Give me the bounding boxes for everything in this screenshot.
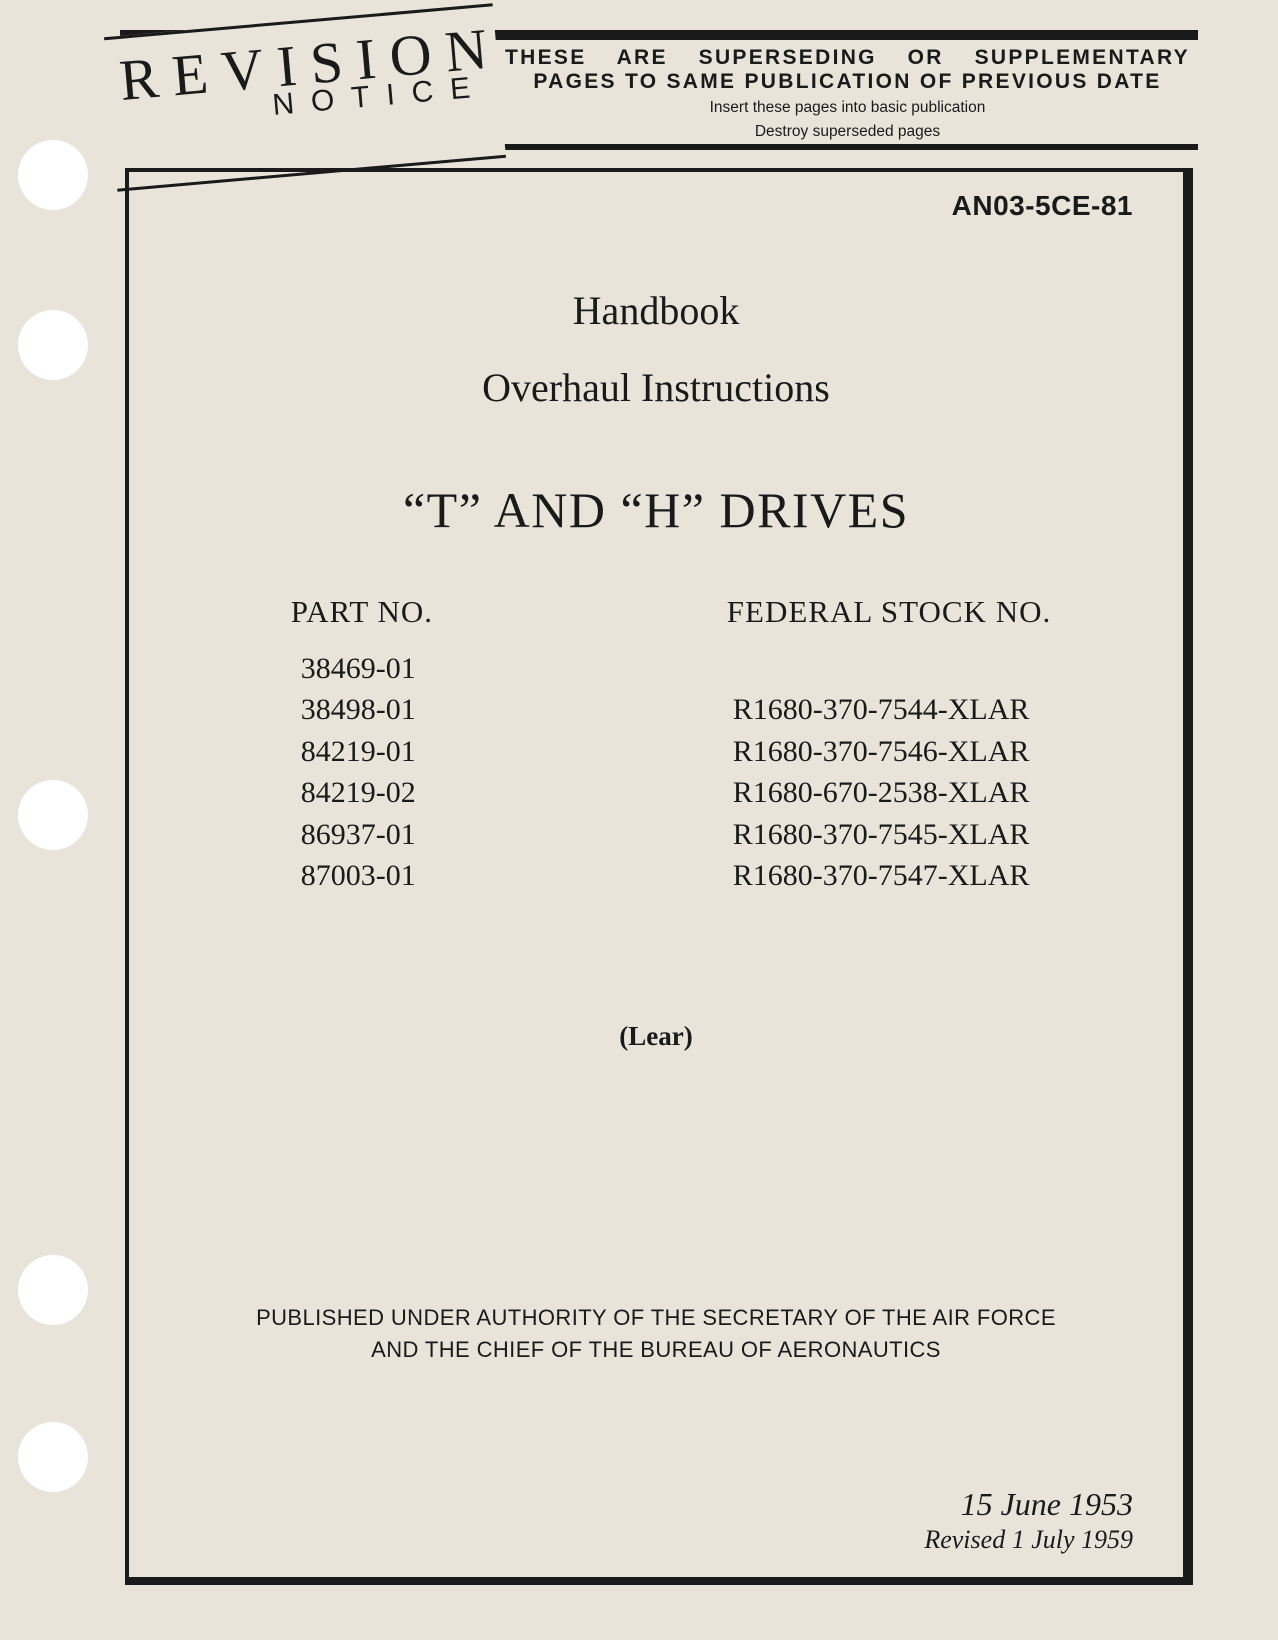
title-overhaul: Overhaul Instructions xyxy=(174,364,1138,411)
document-code: AN03-5CE-81 xyxy=(952,190,1133,222)
punch-hole xyxy=(18,780,88,850)
punch-hole xyxy=(18,310,88,380)
federal-stock-no: R1680-670-2538-XLAR xyxy=(733,772,1051,813)
part-no: 38469-01 xyxy=(301,648,433,689)
parts-table: PART NO. 38469-01 38498-01 84219-01 8421… xyxy=(261,594,1051,896)
punch-hole xyxy=(18,1255,88,1325)
part-no-list: 38469-01 38498-01 84219-01 84219-02 8693… xyxy=(301,648,433,896)
part-no: 87003-01 xyxy=(301,855,433,896)
revised-date: Revised 1 July 1959 xyxy=(924,1525,1133,1555)
authority-line-1: PUBLISHED UNDER AUTHORITY OF THE SECRETA… xyxy=(174,1302,1138,1334)
title-handbook: Handbook xyxy=(174,287,1138,334)
federal-stock-header: FEDERAL STOCK NO. xyxy=(727,594,1051,630)
federal-stock-list: R1680-370-7544-XLAR R1680-370-7546-XLAR … xyxy=(733,648,1051,896)
part-no: 84219-01 xyxy=(301,731,433,772)
title-block: Handbook Overhaul Instructions “T” AND “… xyxy=(174,287,1138,539)
punch-hole xyxy=(18,1422,88,1492)
punch-hole xyxy=(18,140,88,210)
banner-sub-text-1: Insert these pages into basic publicatio… xyxy=(505,98,1190,117)
revision-notice-banner: THESE ARE SUPERSEDING OR SUPPLEMENTARY P… xyxy=(120,30,1198,150)
banner-sub-text-2: Destroy superseded pages xyxy=(505,122,1190,141)
authority-line-2: AND THE CHIEF OF THE BUREAU OF AERONAUTI… xyxy=(174,1334,1138,1366)
federal-stock-no: R1680-370-7544-XLAR xyxy=(733,689,1051,730)
federal-stock-no xyxy=(733,648,1051,689)
federal-stock-no: R1680-370-7547-XLAR xyxy=(733,855,1051,896)
main-content-frame: AN03-5CE-81 Handbook Overhaul Instructio… xyxy=(125,168,1193,1585)
part-no: 38498-01 xyxy=(301,689,433,730)
part-no: 86937-01 xyxy=(301,814,433,855)
federal-stock-column: FEDERAL STOCK NO. R1680-370-7544-XLAR R1… xyxy=(727,594,1051,896)
manufacturer: (Lear) xyxy=(174,1021,1138,1052)
banner-text: THESE ARE SUPERSEDING OR SUPPLEMENTARY P… xyxy=(505,46,1190,141)
banner-rule-bottom xyxy=(483,144,1198,150)
revision-stamp: REVISION NOTICE xyxy=(104,3,506,191)
part-no: 84219-02 xyxy=(301,772,433,813)
original-date: 15 June 1953 xyxy=(924,1486,1133,1523)
federal-stock-no: R1680-370-7545-XLAR xyxy=(733,814,1051,855)
banner-bold-text: THESE ARE SUPERSEDING OR SUPPLEMENTARY P… xyxy=(505,46,1190,94)
publication-authority: PUBLISHED UNDER AUTHORITY OF THE SECRETA… xyxy=(174,1302,1138,1366)
part-number-column: PART NO. 38469-01 38498-01 84219-01 8421… xyxy=(291,594,433,896)
title-drives: “T” AND “H” DRIVES xyxy=(174,481,1138,539)
document-page: THESE ARE SUPERSEDING OR SUPPLEMENTARY P… xyxy=(0,0,1278,1640)
federal-stock-no: R1680-370-7546-XLAR xyxy=(733,731,1051,772)
part-no-header: PART NO. xyxy=(291,594,433,630)
publication-dates: 15 June 1953 Revised 1 July 1959 xyxy=(924,1486,1133,1555)
